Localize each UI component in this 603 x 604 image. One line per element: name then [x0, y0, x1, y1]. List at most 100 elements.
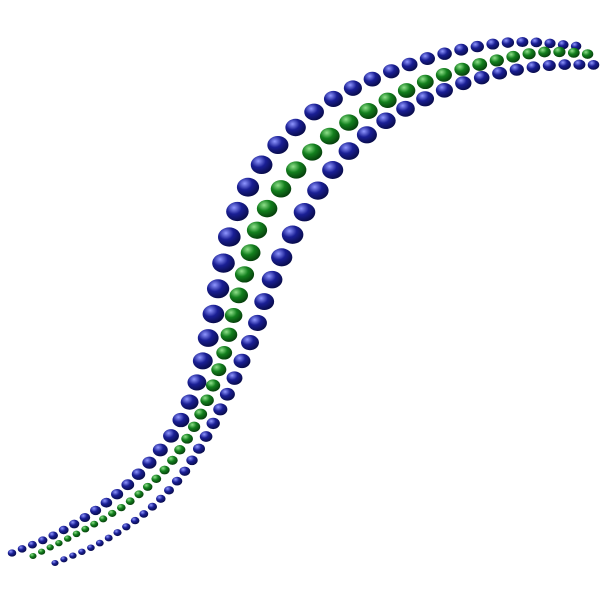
- sphere-dot: [134, 490, 144, 499]
- sphere-dot: [99, 515, 108, 523]
- sphere-dot: [472, 58, 488, 71]
- sphere-dot: [397, 83, 416, 98]
- sphere-dot: [55, 539, 63, 547]
- sphere-dot: [87, 544, 95, 551]
- sphere-dot: [241, 334, 259, 351]
- sphere-dot: [226, 201, 249, 222]
- sphere-dot: [48, 531, 58, 540]
- sphere-dot: [233, 353, 251, 369]
- sphere-dot: [78, 548, 86, 555]
- sphere-dot: [151, 474, 162, 483]
- sphere-dot: [29, 552, 37, 560]
- sphere-dot: [542, 59, 556, 72]
- sphere-dot: [473, 71, 490, 85]
- sphere-dot: [122, 523, 131, 531]
- sphere-dot: [302, 143, 323, 161]
- sphere-dot: [526, 61, 541, 73]
- sphere-dot: [256, 199, 278, 218]
- sphere-dot: [363, 71, 381, 87]
- sphere-dot: [142, 456, 157, 469]
- sphere-dot: [186, 455, 198, 466]
- sphere-dot: [172, 412, 190, 428]
- sphere-dot: [187, 374, 207, 391]
- sphere-dot: [121, 479, 135, 491]
- sphere-dot: [7, 549, 17, 557]
- sphere-dot: [197, 329, 219, 347]
- sphere-dot: [319, 127, 340, 145]
- sphere-dot: [72, 530, 81, 538]
- sphere-dot: [147, 502, 157, 511]
- sphere-dot: [307, 181, 329, 200]
- sphere-dot: [46, 544, 54, 551]
- sphere-dot: [200, 394, 214, 407]
- sphere-dot: [544, 38, 556, 49]
- sphere-dot: [489, 54, 504, 67]
- sphere-dot: [323, 90, 343, 107]
- sphere-dot: [130, 516, 140, 525]
- sphere-dot: [270, 180, 292, 198]
- sphere-dot: [113, 529, 122, 537]
- sphere-dot: [27, 540, 37, 549]
- sphere-dot: [180, 394, 199, 410]
- sphere-dot: [538, 46, 551, 58]
- sphere-dot: [522, 48, 536, 60]
- sphere-dot: [587, 59, 600, 70]
- sphere-dot: [281, 225, 304, 244]
- sphere-dot: [164, 486, 174, 495]
- sphere-dot: [104, 534, 113, 542]
- sphere-dot: [226, 371, 243, 385]
- sphere-dot: [339, 114, 359, 131]
- sphere-dot: [396, 100, 415, 117]
- sphere-dot: [271, 248, 293, 267]
- sphere-dot: [79, 512, 91, 523]
- sphere-dot: [131, 468, 146, 480]
- sphere-dot: [419, 52, 435, 66]
- sphere-dot: [501, 37, 515, 48]
- sphere-dot: [199, 431, 213, 442]
- sphere-dot: [486, 38, 500, 50]
- sphere-dot: [206, 279, 230, 299]
- sphere-dot: [286, 161, 307, 179]
- sphere-dot: [224, 308, 243, 323]
- blue-dot-strand-left: [7, 36, 582, 557]
- sphere-dot: [90, 520, 99, 528]
- sphere-dot: [167, 455, 178, 465]
- sphere-dot: [81, 525, 90, 533]
- sphere-dot: [581, 49, 594, 59]
- sphere-dot: [219, 387, 235, 401]
- sphere-dot: [470, 40, 484, 53]
- sphere-dot: [236, 177, 260, 197]
- sphere-dot: [454, 62, 470, 76]
- sphere-dot: [416, 91, 435, 107]
- sphere-dot: [193, 443, 205, 454]
- sphere-dot: [100, 497, 113, 508]
- sphere-dot: [188, 421, 201, 432]
- sphere-dot: [250, 155, 273, 175]
- sphere-dot: [416, 74, 434, 90]
- sphere-dot: [343, 80, 362, 96]
- sphere-dot: [248, 314, 267, 331]
- sphere-dot: [358, 103, 378, 119]
- sphere-dot: [51, 559, 59, 567]
- sphere-dot: [246, 221, 268, 239]
- sphere-dot: [117, 503, 126, 512]
- sphere-dot: [553, 46, 566, 58]
- sphere-dot: [356, 126, 377, 144]
- sphere-dot: [216, 346, 233, 360]
- sphere-dot: [212, 253, 235, 273]
- green-dot-strand-center: [29, 46, 594, 560]
- sphere-dot: [63, 535, 72, 542]
- sphere-dot: [95, 539, 104, 547]
- sphere-dot: [338, 142, 360, 160]
- sphere-dot: [142, 482, 153, 491]
- sphere-dot: [139, 510, 149, 518]
- sphere-dot: [558, 59, 571, 70]
- sphere-dot: [254, 293, 275, 311]
- sphere-dot: [69, 519, 80, 529]
- sphere-dot: [401, 57, 418, 72]
- sphere-dot: [234, 266, 255, 283]
- sphere-dot: [376, 112, 396, 130]
- sphere-dot: [206, 417, 220, 430]
- sphere-dot: [304, 103, 324, 121]
